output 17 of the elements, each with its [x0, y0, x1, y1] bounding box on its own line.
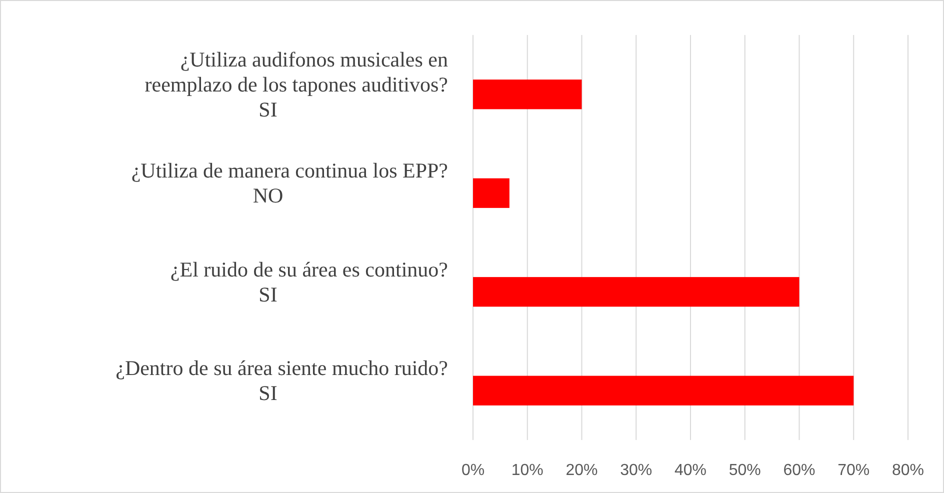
x-tick-label: 40% [674, 462, 707, 479]
bar [473, 277, 800, 307]
x-tick-label: 0% [461, 462, 485, 479]
bar [473, 80, 582, 110]
x-tick-label: 20% [566, 462, 598, 479]
x-tick-label: 10% [511, 462, 544, 479]
x-tick-label: 70% [838, 462, 870, 479]
x-tick-label: 50% [728, 462, 761, 479]
y-tick-label: ¿El ruido de su área es continuo? SI [170, 257, 448, 306]
bar [473, 376, 854, 406]
y-tick-label: ¿Utiliza audifonos musicales en reemplazo de los tapones auditivos? SI [144, 47, 448, 122]
x-tick-label: 30% [620, 462, 652, 479]
y-tick-label: ¿Dentro de su área siente mucho ruido? SI [116, 356, 448, 406]
x-tick-label: 80% [892, 462, 924, 479]
y-tick-label: ¿Utiliza de manera continua los EPP? NO [131, 158, 448, 208]
bar [473, 178, 510, 208]
x-tick-label: 60% [783, 462, 816, 479]
